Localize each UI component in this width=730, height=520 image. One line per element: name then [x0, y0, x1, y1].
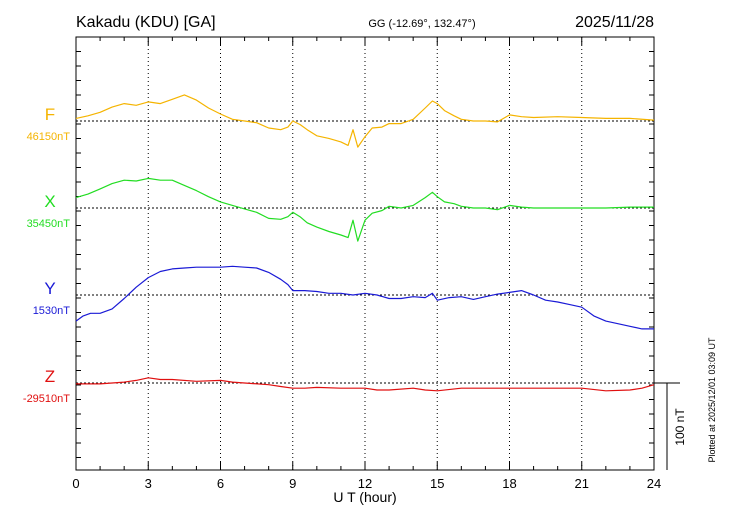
- coordinates-label: GG (-12.69°, 132.47°): [368, 18, 475, 30]
- x-tick-label-0: 0: [72, 476, 79, 491]
- series-name-Z: Z: [45, 367, 55, 386]
- date-label: 2025/11/28: [575, 14, 654, 31]
- series-layer: [75, 94, 655, 392]
- x-tick-label-3: 3: [145, 476, 152, 491]
- grid-layer: [76, 37, 654, 470]
- series-name-X: X: [44, 192, 55, 211]
- x-tick-label-12: 12: [358, 476, 372, 491]
- labels-layer: 0 3 6 9 12 15 18 21 24 F 46150nT X 35450nT Y 1530nT Z -2…: [23, 105, 661, 491]
- scale-bar-label: 100 nT: [673, 408, 687, 446]
- plotted-at-label: Plotted at 2025/12/01 03:09 UT: [707, 337, 717, 463]
- axes-layer: [75, 36, 655, 471]
- x-tick-label-24: 24: [647, 476, 661, 491]
- series-baseline-label-Y: 1530nT: [33, 305, 71, 317]
- series-line-Y: [75, 265, 654, 330]
- x-tick-label-9: 9: [289, 476, 296, 491]
- x-tick-label-6: 6: [217, 476, 224, 491]
- x-axis-label: U T (hour): [333, 489, 396, 505]
- station-title: Kakadu (KDU) [GA]: [76, 14, 216, 31]
- series-baseline-label-F: 46150nT: [27, 131, 71, 143]
- series-baseline-label-Z: -29510nT: [23, 393, 70, 405]
- x-tick-label-15: 15: [430, 476, 444, 491]
- series-baseline-label-X: 35450nT: [27, 218, 71, 230]
- x-tick-label-21: 21: [575, 476, 589, 491]
- series-line-Z: [76, 377, 655, 392]
- x-tick-label-18: 18: [502, 476, 516, 491]
- series-line-X: [75, 177, 654, 242]
- series-name-F: F: [45, 105, 55, 124]
- series-name-Y: Y: [44, 279, 55, 298]
- series-line-F: [75, 94, 655, 148]
